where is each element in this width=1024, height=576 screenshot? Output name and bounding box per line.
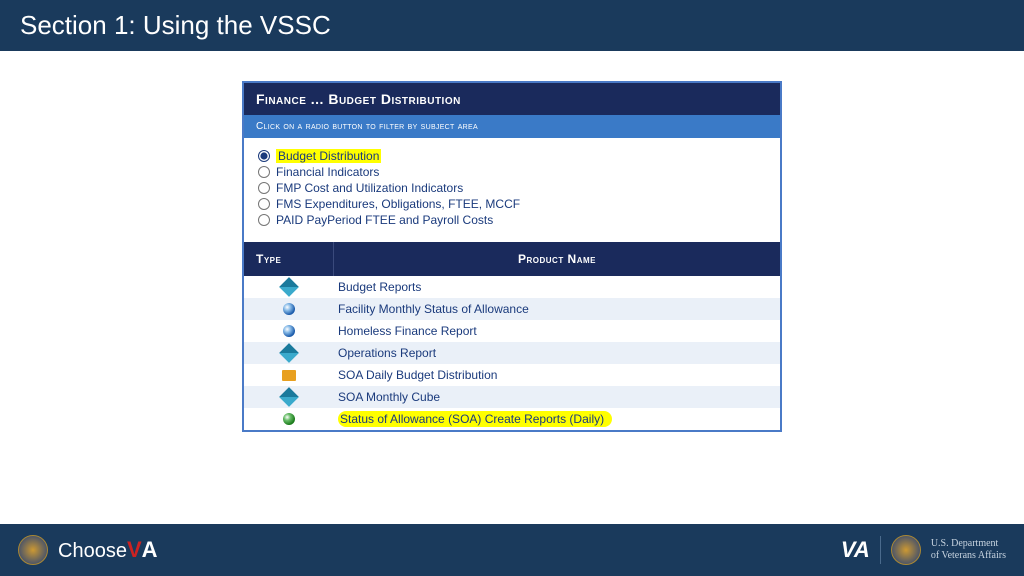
- dept-line2: of Veterans Affairs: [931, 550, 1006, 562]
- filter-radio-input[interactable]: [258, 214, 270, 226]
- col-name: Product Name: [334, 242, 780, 276]
- slide-title-bar: Section 1: Using the VSSC: [0, 0, 1024, 51]
- product-name: Homeless Finance Report: [334, 324, 780, 338]
- choose-va-logo: Choose VA: [58, 537, 158, 563]
- filter-label: Financial Indicators: [276, 165, 379, 179]
- filter-label: Budget Distribution: [276, 149, 381, 163]
- dept-text: U.S. Department of Veterans Affairs: [931, 538, 1006, 562]
- product-row[interactable]: Operations Report: [244, 342, 780, 364]
- product-name: SOA Monthly Cube: [334, 390, 780, 404]
- filter-radio-input[interactable]: [258, 182, 270, 194]
- filter-label: FMS Expenditures, Obligations, FTEE, MCC…: [276, 197, 520, 211]
- product-table-header: Type Product Name: [244, 242, 780, 276]
- product-name: Status of Allowance (SOA) Create Reports…: [334, 411, 780, 427]
- filter-radio-4[interactable]: PAID PayPeriod FTEE and Payroll Costs: [258, 212, 766, 228]
- footer-bar: Choose VA VA U.S. Department of Veterans…: [0, 524, 1024, 576]
- folder-icon: [244, 370, 334, 381]
- filter-radio-1[interactable]: Financial Indicators: [258, 164, 766, 180]
- product-row[interactable]: Status of Allowance (SOA) Create Reports…: [244, 408, 780, 430]
- filter-radio-3[interactable]: FMS Expenditures, Obligations, FTEE, MCC…: [258, 196, 766, 212]
- product-row[interactable]: SOA Daily Budget Distribution: [244, 364, 780, 386]
- filter-radio-input[interactable]: [258, 150, 270, 162]
- filter-label: PAID PayPeriod FTEE and Payroll Costs: [276, 213, 493, 227]
- product-name: Facility Monthly Status of Allowance: [334, 302, 780, 316]
- filter-radio-0[interactable]: Budget Distribution: [258, 148, 766, 164]
- col-type: Type: [244, 242, 334, 276]
- report-icon: [244, 325, 334, 337]
- dept-seal-icon: [891, 535, 921, 565]
- panel-subtitle: Click on a radio button to filter by sub…: [244, 115, 780, 138]
- footer-separator: [880, 536, 881, 564]
- cube-icon: [244, 390, 334, 404]
- filter-radio-2[interactable]: FMP Cost and Utilization Indicators: [258, 180, 766, 196]
- product-row[interactable]: Budget Reports: [244, 276, 780, 298]
- dept-line1: U.S. Department: [931, 538, 1006, 550]
- va-seal-icon: [18, 535, 48, 565]
- choose-text: Choose: [58, 540, 127, 563]
- finance-panel: Finance ... Budget Distribution Click on…: [242, 81, 782, 432]
- product-row[interactable]: Facility Monthly Status of Allowance: [244, 298, 780, 320]
- product-table-body: Budget Reports Facility Monthly Status of…: [244, 276, 780, 430]
- product-name: Operations Report: [334, 346, 780, 360]
- product-row[interactable]: SOA Monthly Cube: [244, 386, 780, 408]
- filter-radio-input[interactable]: [258, 198, 270, 210]
- a-letter: A: [142, 537, 158, 563]
- v-letter: V: [127, 537, 142, 563]
- report-icon: [244, 303, 334, 315]
- product-name: SOA Daily Budget Distribution: [334, 368, 780, 382]
- footer-left: Choose VA: [18, 535, 158, 565]
- panel-title: Finance ... Budget Distribution: [244, 83, 780, 115]
- product-name: Budget Reports: [334, 280, 780, 294]
- filter-radio-group: Budget Distribution Financial Indicators F…: [244, 138, 780, 242]
- cube-icon: [244, 346, 334, 360]
- filter-label: FMP Cost and Utilization Indicators: [276, 181, 463, 195]
- content-area: Finance ... Budget Distribution Click on…: [0, 51, 1024, 462]
- report-green-icon: [244, 413, 334, 425]
- va-text-logo: VA: [841, 537, 870, 563]
- slide-title: Section 1: Using the VSSC: [20, 10, 331, 40]
- footer-right: VA U.S. Department of Veterans Affairs: [841, 535, 1006, 565]
- product-row[interactable]: Homeless Finance Report: [244, 320, 780, 342]
- cube-icon: [244, 280, 334, 294]
- filter-radio-input[interactable]: [258, 166, 270, 178]
